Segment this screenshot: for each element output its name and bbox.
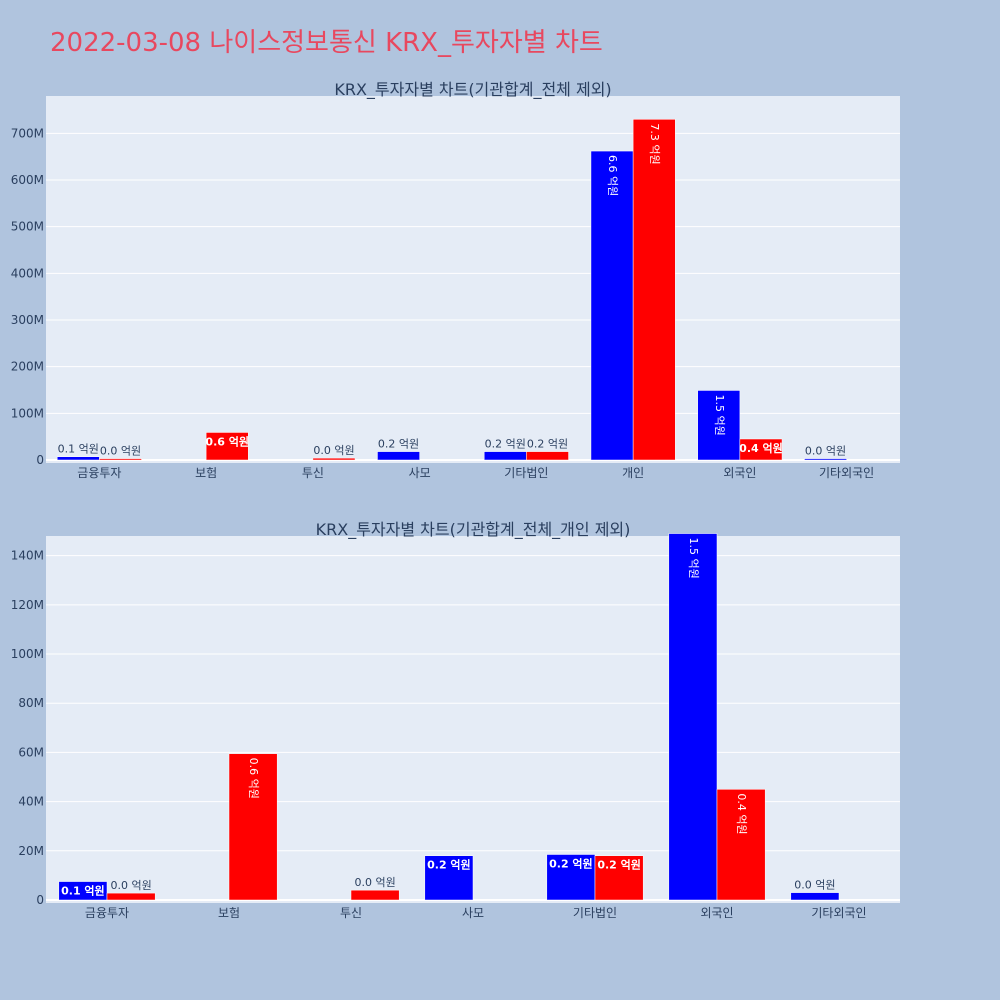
plot-area	[46, 536, 900, 903]
x-tick-label: 사모	[462, 906, 484, 920]
bar-label: 0.2 억원	[527, 438, 568, 451]
bar-label: 0.0 억원	[794, 879, 835, 892]
x-tick-label: 기타외국인	[819, 466, 874, 480]
bar	[377, 451, 420, 461]
bar-label: 1.5 억원	[713, 394, 726, 435]
x-tick-label: 외국인	[700, 906, 733, 920]
x-tick-label: 투신	[340, 906, 362, 920]
bar-label: 0.4 억원	[735, 793, 748, 834]
bar-label: 0.0 억원	[313, 444, 354, 457]
bar-label: 0.2 억원	[427, 858, 471, 872]
bar	[483, 451, 527, 461]
y-tick-label: 140M	[11, 549, 44, 563]
bar	[228, 753, 278, 901]
x-tick-label: 보험	[218, 906, 240, 920]
bar-label: 0.6 억원	[205, 434, 249, 448]
bar-label: 0.6 억원	[247, 758, 260, 799]
y-tick-label: 700M	[11, 126, 44, 140]
bar	[546, 854, 596, 901]
bar	[804, 458, 847, 461]
x-tick-label: 기타법인	[573, 906, 617, 920]
y-tick-label: 100M	[11, 406, 44, 420]
bar-label: 0.1 억원	[58, 443, 99, 456]
bar	[58, 881, 108, 901]
bar-label: 7.3 억원	[648, 123, 661, 164]
page-title: 2022-03-08 나이스정보통신 KRX_투자자별 차트	[50, 28, 603, 58]
chart-title: KRX_투자자별 차트(기관합계_전체 제외)	[334, 80, 611, 100]
bar-label: 0.1 억원	[61, 884, 105, 898]
chart-title: KRX_투자자별 차트(기관합계_전체_개인 제외)	[316, 520, 631, 540]
bar-label: 0.0 억원	[110, 879, 151, 892]
x-tick-label: 기타외국인	[811, 906, 866, 920]
bar	[632, 119, 676, 461]
x-tick-label: 외국인	[723, 466, 756, 480]
bar-label: 1.5 억원	[687, 538, 700, 579]
bar-label: 0.2 억원	[549, 857, 593, 871]
bar	[668, 533, 718, 901]
bar	[350, 889, 400, 901]
bar	[790, 892, 840, 901]
y-tick-label: 60M	[18, 745, 44, 759]
bar	[205, 432, 249, 461]
y-tick-label: 0	[36, 893, 44, 907]
bar	[312, 457, 356, 461]
chart-bottom: 0 20M 40M 60M 80M 100M 120M 140M KRX_투자자별 차트(기관합…	[11, 520, 900, 920]
y-tick-label: 400M	[11, 266, 44, 280]
bar-label: 0.0 억원	[100, 445, 141, 458]
bar	[424, 855, 474, 901]
bar	[697, 390, 741, 461]
y-tick-label: 120M	[11, 598, 44, 612]
y-tick-label: 0	[36, 453, 44, 467]
x-tick-label: 금융투자	[77, 466, 121, 480]
bar-label: 0.4 억원	[739, 441, 783, 455]
y-tick-label: 80M	[18, 696, 44, 710]
plot-area	[46, 96, 900, 463]
x-tick-label: 보험	[195, 466, 217, 480]
x-tick-label: 금융투자	[85, 906, 129, 920]
bar-label: 0.2 억원	[597, 858, 641, 872]
bar	[739, 438, 783, 461]
x-tick-label: 개인	[622, 466, 644, 480]
x-tick-label: 사모	[409, 466, 431, 480]
y-tick-label: 500M	[11, 220, 44, 234]
bar-label: 0.2 억원	[378, 438, 419, 451]
bar	[99, 458, 142, 461]
bar	[56, 456, 100, 461]
y-tick-label: 40M	[18, 795, 44, 809]
bar-label: 0.2 억원	[485, 438, 526, 451]
bar	[594, 855, 644, 901]
y-tick-label: 100M	[11, 647, 44, 661]
bar	[526, 451, 569, 461]
y-tick-label: 300M	[11, 313, 44, 327]
bar-label: 0.0 억원	[354, 876, 395, 889]
bar	[590, 150, 634, 461]
bar-label: 0.0 억원	[805, 445, 846, 458]
chart-top: 0 100M 200M 300M 400M 500M 600M 700M KRX_투자자별 차트…	[11, 80, 900, 480]
bar	[716, 789, 766, 901]
bar	[106, 892, 156, 901]
y-tick-label: 600M	[11, 173, 44, 187]
x-tick-label: 투신	[302, 466, 324, 480]
bar-label: 6.6 억원	[606, 155, 619, 196]
y-tick-label: 20M	[18, 844, 44, 858]
y-tick-label: 200M	[11, 360, 44, 374]
x-tick-label: 기타법인	[504, 466, 548, 480]
